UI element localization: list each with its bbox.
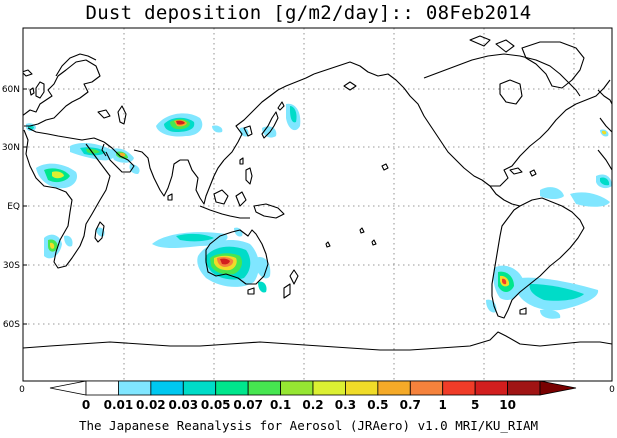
- colorbar-box: [507, 380, 541, 396]
- colorbar-box: [345, 380, 379, 396]
- dust-southern-africa: [44, 227, 105, 259]
- colorbar-tick-label: 0.5: [367, 398, 388, 412]
- colorbar-box: [182, 380, 217, 396]
- colorbar-box: [247, 380, 281, 396]
- colorbar-box: [474, 380, 508, 396]
- colorbar-end-right: 0: [609, 385, 615, 395]
- colorbar: [49, 380, 577, 396]
- colorbar-end-left: 0: [19, 385, 25, 395]
- colorbar-box: [85, 380, 119, 396]
- colorbar-tick-label: 10: [499, 398, 516, 412]
- lat-label-30n: 30N: [2, 143, 20, 153]
- colorbar-box: [280, 380, 314, 396]
- colorbar-labels: 0 0.01 0.02 0.03 0.05 0.07 0.1 0.2 0.3 0.5 0.7 1 5 10: [82, 398, 516, 412]
- lat-label-60s: 60S: [3, 320, 20, 330]
- gridlines: [23, 28, 612, 381]
- chart-title: Dust deposition [g/m2/day]:: 08Feb2014: [85, 2, 532, 24]
- credit-line: The Japanese Reanalysis for Aerosol (JRA…: [78, 418, 539, 433]
- lat-label-30s: 30S: [3, 261, 20, 271]
- colorbar-tick-label: 0.1: [270, 398, 291, 412]
- colorbar-box: [215, 380, 249, 396]
- lat-ticks: [23, 88, 27, 325]
- colorbar-box: [118, 380, 152, 396]
- colorbar-box: [150, 380, 184, 396]
- colorbar-tick-label: 0.07: [233, 398, 263, 412]
- colorbar-tick-label: 0.2: [302, 398, 323, 412]
- colorbar-tick-label: 0.03: [168, 398, 198, 412]
- lat-label-eq: EQ: [7, 202, 20, 212]
- colorbar-tick-label: 0: [82, 398, 90, 412]
- dust-patagonia: [486, 265, 599, 319]
- dust-shading: [26, 103, 612, 319]
- coastlines: [23, 35, 612, 351]
- colorbar-box: [409, 380, 444, 396]
- colorbar-tick-label: 0.7: [400, 398, 421, 412]
- dust-australia: [197, 227, 271, 293]
- colorbar-tick-label: 0.02: [136, 398, 166, 412]
- colorbar-tick-label: 1: [439, 398, 447, 412]
- colorbar-box: [312, 380, 346, 396]
- colorbar-left-arrow: [49, 380, 87, 396]
- colorbar-tick-label: 5: [471, 398, 479, 412]
- colorbar-box: [377, 380, 411, 396]
- lat-labels: 60N 30N EQ 30S 60S: [2, 85, 20, 330]
- colorbar-box: [442, 380, 476, 396]
- colorbar-tick-label: 0.01: [104, 398, 134, 412]
- colorbar-right-arrow: [539, 380, 577, 396]
- colorbar-tick-label: 0.3: [335, 398, 356, 412]
- colorbar-tick-label: 0.05: [201, 398, 231, 412]
- dust-caribbean: [540, 129, 612, 207]
- lat-label-60n: 60N: [2, 85, 20, 95]
- dust-indian-ocean: [152, 232, 228, 248]
